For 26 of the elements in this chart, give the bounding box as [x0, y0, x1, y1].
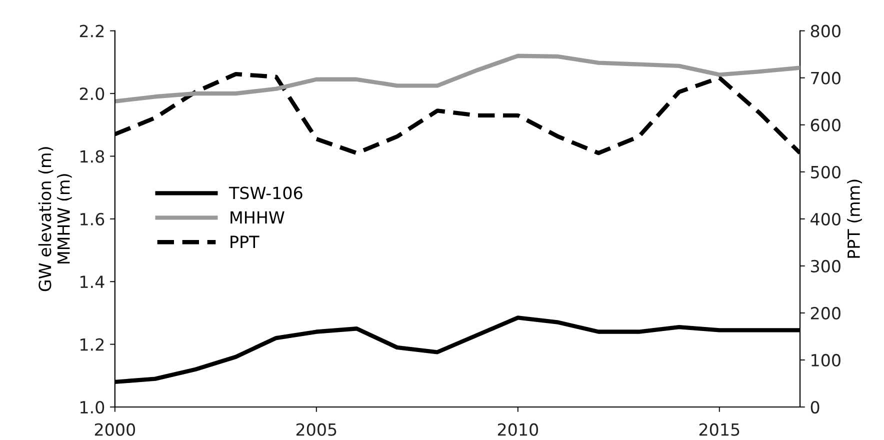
y-axis-title: GW elevation (m) MMHW (m)	[38, 147, 72, 292]
y2-tick-label: 400	[810, 212, 840, 226]
y-tick-label: 1.6	[80, 212, 104, 226]
y2-tick-label: 100	[812, 354, 840, 367]
legend-label: MHHW	[230, 211, 284, 224]
y-tick-label: 1.0	[80, 400, 104, 414]
y-tick-label: 1.2	[80, 338, 104, 351]
y2-axis-title: PPT (mm)	[847, 180, 862, 258]
x-tick-label: 2010	[498, 423, 538, 436]
x-tick-label: 2000	[94, 423, 136, 436]
y-tick-label: 1.4	[80, 276, 104, 288]
y2-tick-label: 700	[811, 72, 840, 84]
x-tick-label: 2015	[699, 423, 740, 436]
x-tick-label: 2005	[296, 423, 336, 436]
y2-tick-label: 500	[811, 166, 840, 178]
legend-label: TSW-106	[228, 186, 302, 200]
y2-tick-label: 600	[810, 118, 840, 132]
y2-tick-label: 0	[810, 400, 820, 414]
y2-tick-label: 200	[810, 306, 840, 320]
y2-tick-label: 300	[811, 260, 840, 272]
legend-label: PPT	[230, 236, 260, 248]
y-tick-label: 1.8	[80, 150, 104, 163]
y-tick-label: 2.0	[80, 87, 104, 100]
line-series	[114, 54, 800, 104]
y-tick-label: 2.2	[80, 24, 104, 38]
y2-tick-label: 800	[810, 24, 840, 38]
